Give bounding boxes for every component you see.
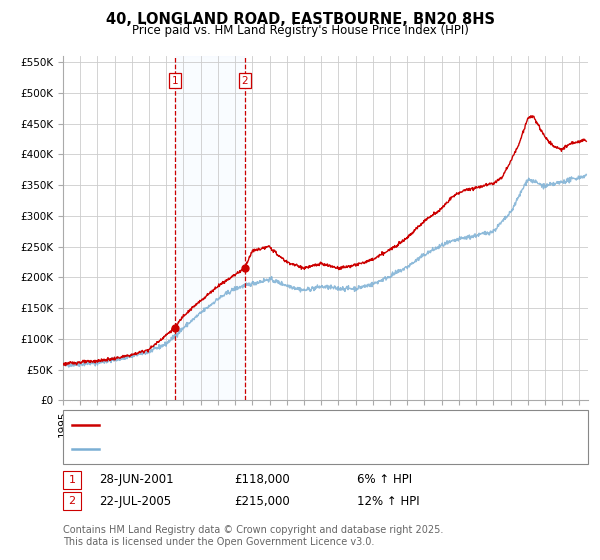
Text: 2: 2	[68, 496, 76, 506]
Text: 28-JUN-2001: 28-JUN-2001	[99, 473, 173, 487]
Text: 2: 2	[241, 76, 248, 86]
Text: 1: 1	[68, 475, 76, 485]
Bar	[175, 56, 245, 400]
Text: 40, LONGLAND ROAD, EASTBOURNE, BN20 8HS (semi-detached house): 40, LONGLAND ROAD, EASTBOURNE, BN20 8HS …	[105, 420, 503, 430]
Text: Price paid vs. HM Land Registry's House Price Index (HPI): Price paid vs. HM Land Registry's House …	[131, 24, 469, 37]
Text: 12% ↑ HPI: 12% ↑ HPI	[357, 494, 419, 508]
Text: HPI: Average price, semi-detached house, Eastbourne: HPI: Average price, semi-detached house,…	[105, 444, 405, 454]
Text: £118,000: £118,000	[234, 473, 290, 487]
Text: 22-JUL-2005: 22-JUL-2005	[99, 494, 171, 508]
Text: Contains HM Land Registry data © Crown copyright and database right 2025.
This d: Contains HM Land Registry data © Crown c…	[63, 525, 443, 547]
Text: 6% ↑ HPI: 6% ↑ HPI	[357, 473, 412, 487]
Text: 1: 1	[172, 76, 178, 86]
Text: £215,000: £215,000	[234, 494, 290, 508]
Text: 40, LONGLAND ROAD, EASTBOURNE, BN20 8HS: 40, LONGLAND ROAD, EASTBOURNE, BN20 8HS	[106, 12, 494, 27]
